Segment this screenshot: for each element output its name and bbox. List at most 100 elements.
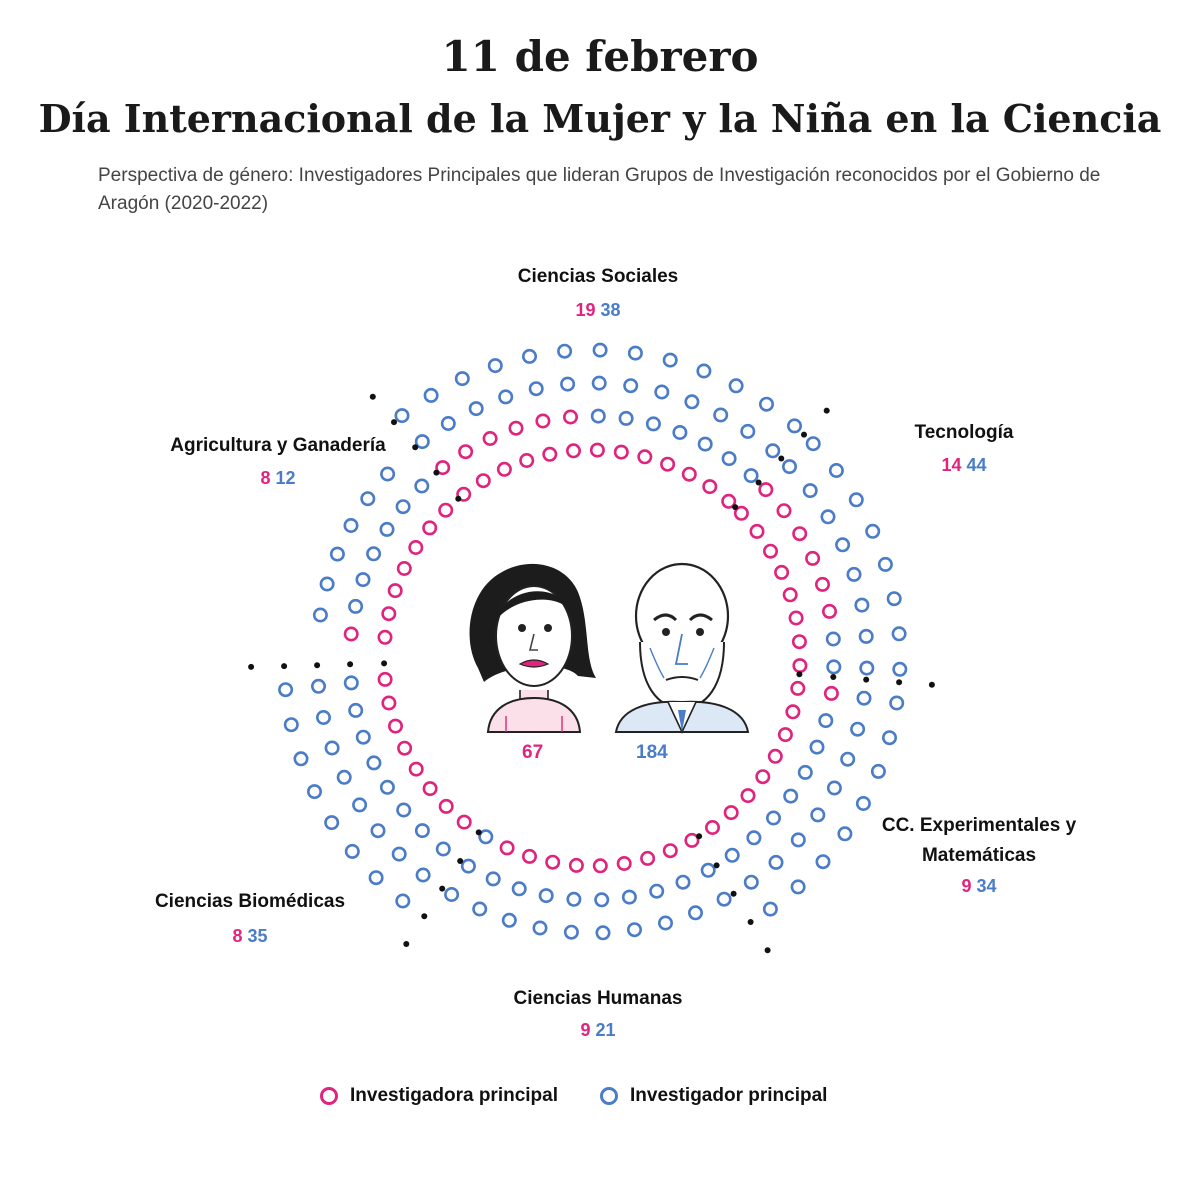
dot-investigadora-agricultura [408,539,424,555]
sector-separator-dot [696,833,703,840]
dot-investigadora-tecnologia [758,482,774,498]
dot-investigador-biomedicas [315,709,331,725]
dot-investigador-humanas [566,891,582,907]
dot-investigador-tecnologia [846,566,862,582]
dot-investigador-biomedicas [344,843,360,859]
dot-investigador-agricultura [360,491,376,507]
dot-investigador-biomedicas [396,802,412,818]
portraits [469,562,750,734]
dot-investigadora-sociales [565,443,581,459]
sector-separator-dot [747,919,754,925]
dot-investigador-experimentales [855,795,871,811]
dot-investigador-sociales [684,394,700,410]
sector-separator-dot [281,663,288,670]
dot-investigadora-tecnologia [776,503,792,519]
dot-investigador-biomedicas [391,846,407,862]
dot-investigadora-experimentales [823,685,839,701]
dot-investigadora-humanas [592,858,608,874]
dot-investigador-experimentales [815,854,831,870]
dot-investigador-humanas [687,905,703,921]
dot-investigadora-sociales [702,479,718,495]
dot-investigador-sociales [591,375,607,391]
dot-investigadora-sociales [562,409,578,425]
dot-investigadora-sociales [435,460,451,476]
dot-investigadora-experimentales [723,805,739,821]
dot-investigador-tecnologia [835,537,851,553]
dot-investigadora-agricultura [381,606,397,622]
dot-investigadora-sociales [475,473,491,489]
female-count: 8 [232,926,243,946]
category-counts: 9 34 [849,876,1109,897]
sector-separator-dot [730,890,737,897]
sector-separator-dot [801,431,807,438]
dot-investigadora-biomedicas [377,671,393,687]
dot-investigadora-agricultura [387,583,403,599]
sector-separator-dot [778,455,785,462]
dot-investigadora-humanas [499,840,515,856]
dot-investigador-sociales [662,352,678,368]
dot-investigadora-agricultura [438,502,454,518]
dot-investigadora-biomedicas [438,798,454,814]
dot-investigador-humanas [485,871,501,887]
dot-investigador-humanas [511,881,527,897]
dot-investigadora-sociales [721,493,737,509]
dot-investigador-humanas [595,925,611,941]
dot-investigadora-experimentales [740,788,756,804]
dot-investigador-experimentales [870,763,886,779]
dot-investigador-tecnologia [826,659,842,675]
dot-investigador-tecnologia [865,523,881,539]
dot-investigador-sociales [394,408,410,424]
total-male: 184 [636,742,668,763]
dot-investigadora-experimentales [785,704,801,720]
dot-investigador-agricultura [348,598,364,614]
dot-investigador-sociales [627,345,643,361]
category-name: Ciencias Humanas [513,988,683,1009]
man-portrait-icon [614,562,750,734]
dot-investigadora-experimentales [704,819,720,835]
dot-investigador-biomedicas [414,823,430,839]
sector-separator-dot [455,495,462,502]
dot-investigador-humanas [563,924,579,940]
female-count: 14 [941,455,962,475]
dot-investigador-biomedicas [355,729,371,745]
dot-investigador-sociales [618,410,634,426]
dot-investigador-sociales [721,451,737,467]
dot-investigador-experimentales [850,721,866,737]
sector-separator-dot [713,862,720,869]
dot-investigador-sociales [654,384,670,400]
sector-separator-dot [439,885,446,892]
legend-ring-male [600,1087,618,1105]
legend-ring-female [320,1087,338,1105]
dot-investigador-sociales [743,468,759,484]
dot-investigadora-tecnologia [814,576,830,592]
dot-investigador-tecnologia [858,628,874,644]
dot-investigador-tecnologia [892,661,908,677]
dot-investigador-biomedicas [415,867,431,883]
male-count: 38 [600,300,621,320]
dot-investigador-sociales [697,436,713,452]
dot-investigadora-tecnologia [821,603,837,619]
dot-investigador-humanas [594,892,610,908]
category-name-line1: CC. Experimentales y [881,815,1077,836]
dot-investigadora-tecnologia [782,587,798,603]
dot-investigadora-agricultura [377,629,393,645]
sector-separator-dot [347,661,354,668]
dot-investigadora-sociales [589,442,605,458]
male-count: 35 [247,926,268,946]
dot-investigador-experimentales [768,854,784,870]
dot-investigadora-biomedicas [387,718,403,734]
dot-investigador-humanas [621,889,637,905]
dot-investigador-sociales [468,401,484,417]
sector-separator-dot [433,469,440,476]
dot-investigadora-biomedicas [422,781,438,797]
dot-investigadora-humanas [616,855,632,871]
dot-investigador-humanas [472,901,488,917]
dot-investigador-sociales [487,358,503,374]
dot-investigador-experimentales [810,807,826,823]
dot-investigador-tecnologia [877,556,893,572]
sector-separator-dot [391,419,397,426]
dot-investigador-sociales [557,343,573,359]
dot-investigador-sociales [672,424,688,440]
dot-investigadora-agricultura [343,626,359,642]
dot-investigadora-biomedicas [408,761,424,777]
